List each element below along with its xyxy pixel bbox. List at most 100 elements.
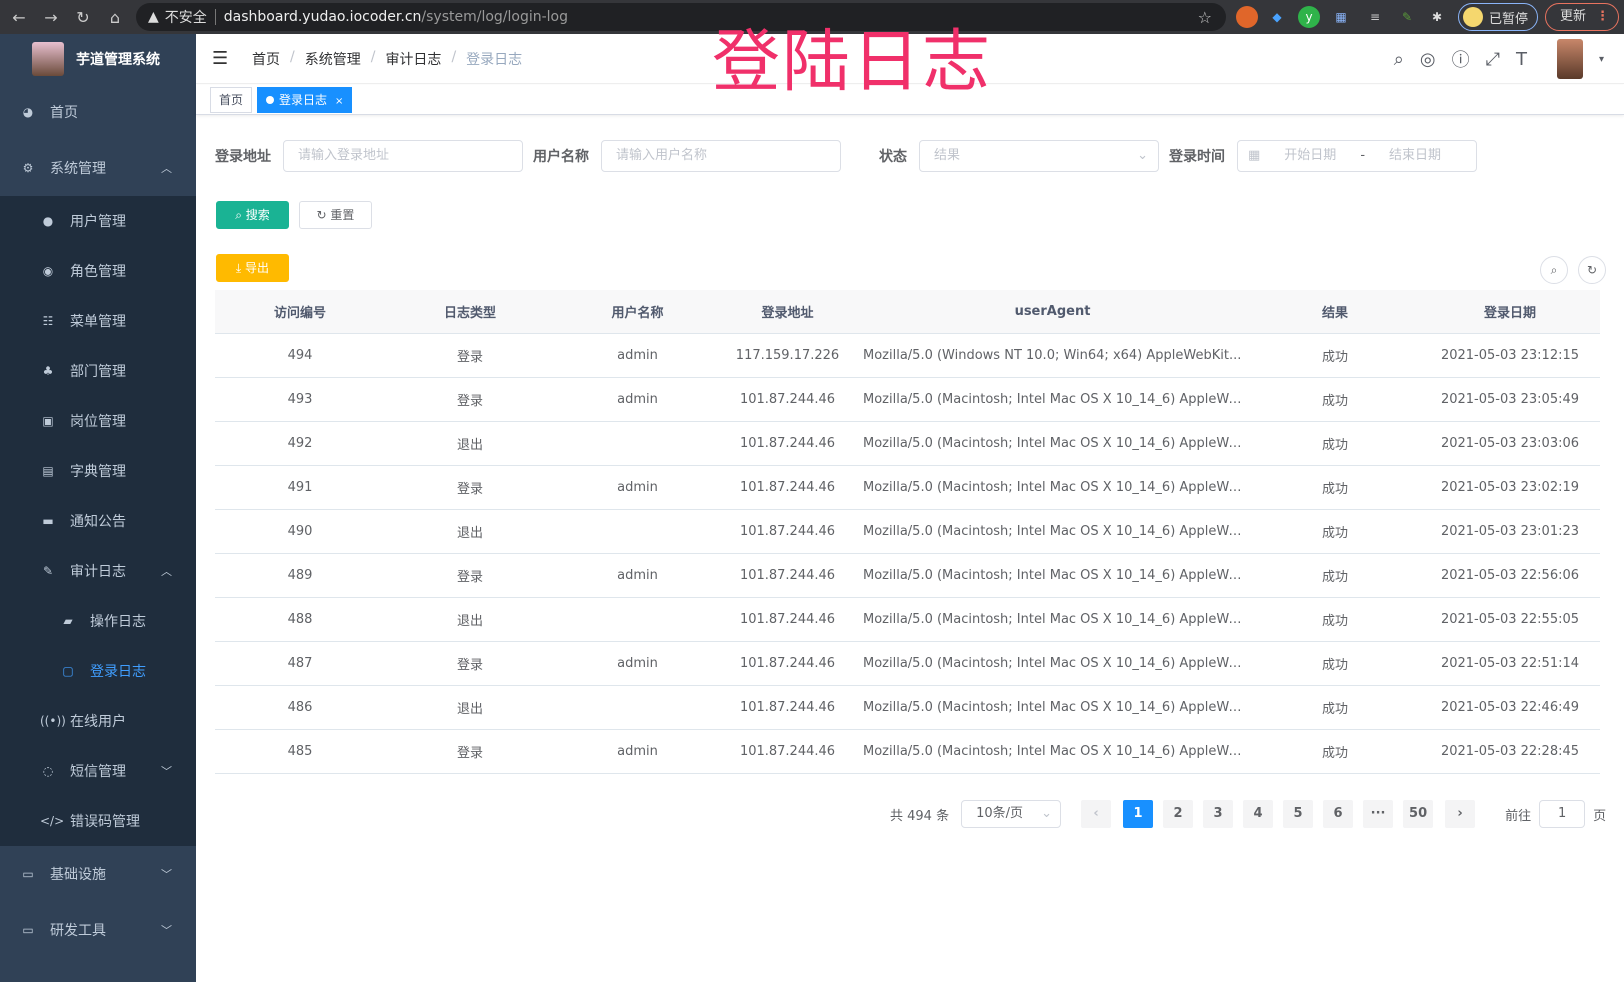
message-icon: ▬ bbox=[42, 514, 54, 528]
prev-page-button[interactable]: ‹ bbox=[1081, 800, 1112, 828]
breadcrumb-item-current: 登录日志 bbox=[466, 51, 523, 68]
table-row[interactable]: 486 退出 101.87.244.46 Mozilla/5.0 (Macintosh… bbox=[215, 685, 1600, 730]
page-size-select[interactable]: 10条/页 ⌄ bbox=[961, 800, 1062, 828]
breadcrumb-item[interactable]: 首页 bbox=[252, 51, 280, 68]
bookmark-star-icon[interactable]: ☆ bbox=[1197, 7, 1212, 27]
breadcrumb: 首页 / 系统管理 / 审计日志 / 登录日志 bbox=[252, 48, 523, 68]
fullscreen-icon[interactable]: ⤢ bbox=[1485, 48, 1500, 70]
menu-label: 错误码管理 bbox=[70, 814, 140, 830]
page-button[interactable]: 4 bbox=[1243, 800, 1274, 828]
update-button[interactable]: 更新 ⋮ bbox=[1545, 3, 1619, 31]
search-icon[interactable]: ⌕ bbox=[1393, 48, 1404, 70]
extension-grid-icon[interactable]: ▦ bbox=[1335, 10, 1347, 24]
table-row[interactable]: 485 登录 admin 101.87.244.46 Mozilla/5.0 (Maci… bbox=[215, 729, 1600, 774]
reset-button[interactable]: ↻ 重置 bbox=[299, 201, 372, 229]
extension-icon[interactable] bbox=[1236, 6, 1258, 28]
sidebar-logo[interactable]: 芋道管理系统 bbox=[0, 34, 196, 84]
username-label: 用户名称 bbox=[533, 149, 589, 165]
tag-home[interactable]: 首页 bbox=[210, 86, 253, 113]
sidebar-item-login-log[interactable]: ▢ 登录日志 bbox=[0, 646, 196, 696]
page-button[interactable]: 5 bbox=[1283, 800, 1314, 828]
sidebar-item-online[interactable]: ((•)) 在线用户 bbox=[0, 696, 196, 746]
page-button[interactable]: 3 bbox=[1203, 800, 1234, 828]
sidebar-item-menu[interactable]: ☷ 菜单管理 bbox=[0, 296, 196, 346]
table-row[interactable]: 491 登录 admin 101.87.244.46 Mozilla/5.0 (Maci… bbox=[215, 465, 1600, 510]
status-select[interactable]: 结果 ⌄ bbox=[919, 140, 1159, 172]
toggle-search-button[interactable]: ⌕ bbox=[1540, 256, 1568, 284]
page-button[interactable]: 2 bbox=[1163, 800, 1194, 828]
extension-list-icon[interactable]: ≡ bbox=[1369, 10, 1381, 24]
sidebar-item-dict[interactable]: ▤ 字典管理 bbox=[0, 446, 196, 496]
table-row[interactable]: 488 退出 101.87.244.46 Mozilla/5.0 (Macintosh… bbox=[215, 597, 1600, 642]
goto-label: 前往 bbox=[1505, 808, 1532, 824]
sidebar-item-post[interactable]: ▣ 岗位管理 bbox=[0, 396, 196, 446]
github-icon[interactable]: ◎ bbox=[1419, 48, 1436, 70]
table-cell: 117.159.17.226 bbox=[720, 333, 855, 378]
table-cell: 退出 bbox=[385, 597, 555, 642]
page-button[interactable]: 50 bbox=[1403, 800, 1434, 828]
table-row[interactable]: 490 退出 101.87.244.46 Mozilla/5.0 (Macintosh… bbox=[215, 509, 1600, 554]
question-icon[interactable]: ⓘ bbox=[1451, 50, 1470, 71]
page-button[interactable]: 6 bbox=[1323, 800, 1354, 828]
app-title: 芋道管理系统 bbox=[76, 52, 160, 68]
hamburger-icon[interactable]: ☰ bbox=[212, 48, 229, 69]
sidebar-item-role[interactable]: ◉ 角色管理 bbox=[0, 246, 196, 296]
table-row[interactable]: 492 退出 101.87.244.46 Mozilla/5.0 (Macintosh… bbox=[215, 421, 1600, 466]
table-cell: 488 bbox=[215, 597, 385, 642]
end-date[interactable]: 结束日期 bbox=[1389, 148, 1442, 163]
sidebar-item-audit-log[interactable]: ✎ 审计日志 ︿ bbox=[0, 546, 196, 596]
date-range-picker[interactable]: ▦ 开始日期 - 结束日期 bbox=[1237, 140, 1477, 172]
audit-submenu: ▰ 操作日志 ▢ 登录日志 bbox=[0, 596, 196, 696]
sidebar-item-system[interactable]: ⚙ 系统管理 ︿ bbox=[0, 140, 196, 196]
avatar[interactable] bbox=[1556, 39, 1583, 79]
table-row[interactable]: 487 登录 admin 101.87.244.46 Mozilla/5.0 (Maci… bbox=[215, 641, 1600, 686]
extension-y-icon[interactable]: y bbox=[1298, 6, 1320, 28]
tag-login-log[interactable]: 登录日志 × bbox=[257, 86, 353, 113]
sidebar-item-notice[interactable]: ▬ 通知公告 bbox=[0, 496, 196, 546]
download-icon: ⤓ bbox=[235, 261, 246, 275]
table-row[interactable]: 489 登录 admin 101.87.244.46 Mozilla/5.0 (Maci… bbox=[215, 553, 1600, 598]
table-cell: admin bbox=[555, 729, 720, 774]
back-icon[interactable]: ← bbox=[12, 7, 26, 27]
table-cell: 101.87.244.46 bbox=[720, 597, 855, 642]
extension-leaf-icon[interactable]: ✎ bbox=[1401, 10, 1413, 24]
breadcrumb-item[interactable]: 系统管理 bbox=[304, 51, 361, 68]
column-header: 结果 bbox=[1250, 290, 1420, 334]
breadcrumb-item[interactable]: 审计日志 bbox=[385, 51, 442, 68]
table-cell: 登录 bbox=[385, 729, 555, 774]
table-cell: 493 bbox=[215, 377, 385, 422]
sidebar-item-infra[interactable]: ▭ 基础设施 ﹀ bbox=[0, 846, 196, 902]
sidebar-item-sms[interactable]: ◌ 短信管理 ﹀ bbox=[0, 746, 196, 796]
page-button[interactable]: ··· bbox=[1363, 800, 1394, 828]
address-input[interactable]: 请输入登录地址 bbox=[283, 140, 523, 172]
reload-icon[interactable]: ↻ bbox=[76, 7, 90, 27]
sidebar-item-home[interactable]: ◕ 首页 bbox=[0, 84, 196, 140]
username-input[interactable]: 请输入用户名称 bbox=[601, 140, 841, 172]
table-row[interactable]: 494 登录 admin 117.159.17.226 Mozilla/5.0 (Win… bbox=[215, 333, 1600, 378]
font-size-icon[interactable]: T bbox=[1515, 48, 1527, 70]
page-button[interactable]: 1 bbox=[1123, 800, 1154, 828]
close-icon[interactable]: × bbox=[335, 95, 344, 107]
extension-gem-icon[interactable]: ◆ bbox=[1272, 10, 1282, 24]
next-page-button[interactable]: › bbox=[1445, 800, 1476, 828]
sidebar-item-operate-log[interactable]: ▰ 操作日志 bbox=[0, 596, 196, 646]
column-header: 登录地址 bbox=[720, 290, 855, 334]
extensions-puzzle-icon[interactable]: ✱ bbox=[1431, 10, 1443, 24]
export-button[interactable]: ⤓ 导出 bbox=[216, 254, 289, 282]
goto-page-input[interactable]: 1 bbox=[1539, 800, 1586, 828]
overlay-title: 登陆日志 bbox=[712, 23, 993, 102]
start-date[interactable]: 开始日期 bbox=[1284, 148, 1337, 163]
sidebar-item-error-code[interactable]: </> 错误码管理 bbox=[0, 796, 196, 846]
address-bar[interactable]: ▲ 不安全 dashboard.yudao.iocoder.cn/system/… bbox=[136, 3, 1226, 31]
profile-button[interactable]: 已暂停 bbox=[1458, 3, 1538, 31]
sidebar-item-dept[interactable]: ♣ 部门管理 bbox=[0, 346, 196, 396]
search-button[interactable]: ⌕ 搜索 bbox=[216, 201, 289, 229]
home-icon[interactable]: ⌂ bbox=[109, 7, 121, 27]
forward-icon[interactable]: → bbox=[44, 7, 58, 27]
sidebar-item-tool[interactable]: ▭ 研发工具 ﹀ bbox=[0, 902, 196, 958]
refresh-button[interactable]: ↻ bbox=[1578, 256, 1606, 284]
sidebar-item-user[interactable]: ● 用户管理 bbox=[0, 196, 196, 246]
caret-down-icon[interactable]: ▾ bbox=[1598, 53, 1604, 65]
dict-icon: ▤ bbox=[42, 464, 54, 478]
table-row[interactable]: 493 登录 admin 101.87.244.46 Mozilla/5.0 (Maci… bbox=[215, 377, 1600, 422]
